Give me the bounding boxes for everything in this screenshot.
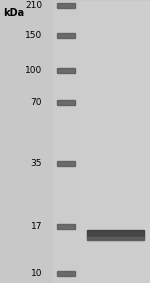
Bar <box>52 1 80 283</box>
Bar <box>57 100 75 105</box>
Bar <box>57 224 75 230</box>
Text: 100: 100 <box>25 66 42 75</box>
Bar <box>57 271 75 276</box>
Bar <box>57 68 75 73</box>
Text: 17: 17 <box>30 222 42 231</box>
Text: kDa: kDa <box>3 8 24 18</box>
Text: 70: 70 <box>30 98 42 107</box>
Bar <box>57 161 75 166</box>
Bar <box>87 230 144 241</box>
Text: 150: 150 <box>25 31 42 40</box>
Text: 10: 10 <box>30 269 42 278</box>
Bar <box>57 33 75 38</box>
Bar <box>80 1 150 283</box>
Bar <box>57 3 75 8</box>
Text: 35: 35 <box>30 159 42 168</box>
Text: 210: 210 <box>25 1 42 10</box>
Bar <box>87 237 144 241</box>
